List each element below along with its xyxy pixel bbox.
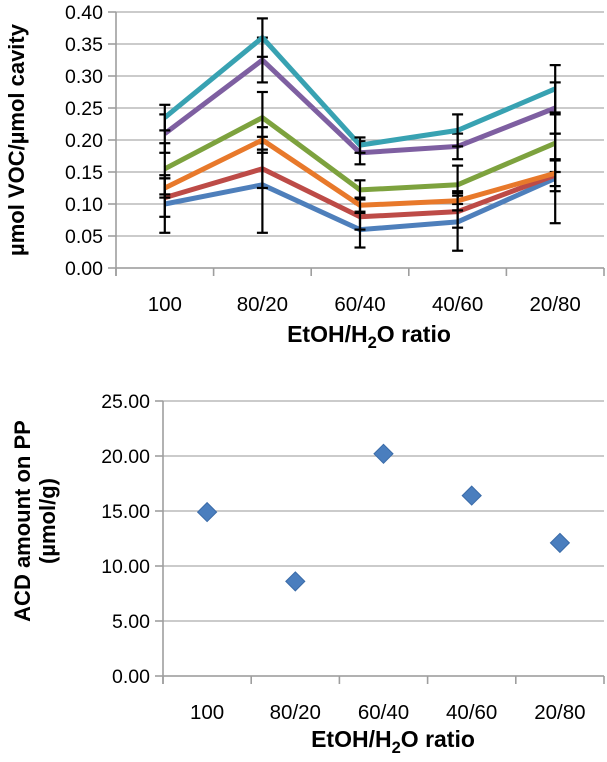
y-axis-title-line1: ACD amount on PP [10,420,35,622]
y-tick-label: 15.00 [101,501,150,523]
scatter-point [196,501,218,523]
voc-line-chart: 0.00 0.05 0.10 0.15 0.20 0.25 0.30 0.35 0.40 100 8… [0,0,607,375]
x-tick-label: 60/40 [358,701,409,724]
y-tick-label: 20.00 [101,446,150,468]
y-tick-label: 0.15 [65,162,103,184]
y-tick-label: 0.30 [65,66,103,88]
y-tick-label: 5.00 [112,611,150,633]
scatter-point [549,532,571,554]
x-axis-title-text: EtOH/H [287,321,368,348]
scatter-point [373,443,394,465]
y-tick-label: 10.00 [101,556,150,578]
x-tick-label: 40/60 [432,293,483,316]
scatter-point [285,571,306,592]
y-tick-label: 0.00 [112,666,150,688]
x-tick-label: 60/40 [334,293,385,316]
x-axis-title-text: O ratio [400,726,475,753]
x-tick-label: 20/80 [534,701,585,724]
y-tick-label: 0.35 [65,34,103,56]
acd-scatter-chart: 0.00 5.00 10.00 15.00 20.00 25.00 100 80/20 60/4… [0,375,607,762]
y-tick-label: 0.40 [65,2,103,24]
x-tick-label: 80/20 [237,293,288,316]
voc-line-plot-area: 0.00 0.05 0.10 0.15 0.20 0.25 0.30 0.35 0.40 100 8… [65,2,605,316]
y-axis-title: ACD amount on PP (µmol/g) [10,420,60,622]
x-axis-title-subscript: 2 [391,737,401,757]
x-axis-title: EtOH/H2O ratio [287,321,451,353]
x-tick-label: 80/20 [270,701,321,724]
y-axis-title: µmol VOC/µmol cavity [4,24,29,256]
y-tick-label: 0.05 [65,226,103,248]
x-tick-label: 20/80 [530,293,581,316]
scatter-point [461,485,482,506]
x-tick-label: 100 [148,293,182,316]
y-tick-label: 0.00 [65,258,103,280]
y-tick-label: 0.25 [65,98,103,120]
x-axis-title-text: EtOH/H [311,726,392,753]
x-axis-title: EtOH/H2O ratio [311,726,475,758]
acd-scatter-plot-area: 0.00 5.00 10.00 15.00 20.00 25.00 100 80/20 60/4… [101,391,605,724]
x-tick-label: 100 [190,701,224,724]
y-tick-label: 25.00 [101,391,150,413]
y-tick-label: 0.10 [65,194,103,216]
x-axis-title-text: O ratio [376,321,451,348]
x-tick-label: 40/60 [446,701,497,724]
y-tick-label: 0.20 [65,130,103,152]
x-axis-title-subscript: 2 [367,332,377,352]
y-axis-title-line2: (µmol/g) [35,478,60,565]
